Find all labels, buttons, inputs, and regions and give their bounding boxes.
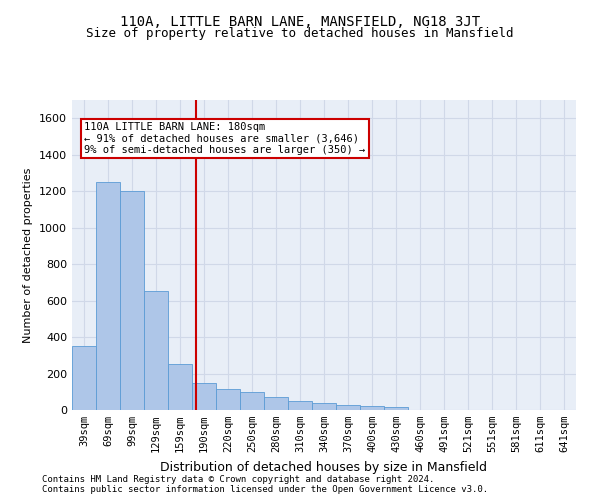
Text: 110A LITTLE BARN LANE: 180sqm
← 91% of detached houses are smaller (3,646)
9% of: 110A LITTLE BARN LANE: 180sqm ← 91% of d… <box>85 122 366 155</box>
Bar <box>192 382 216 410</box>
Bar <box>120 191 144 410</box>
Text: Contains public sector information licensed under the Open Government Licence v3: Contains public sector information licen… <box>42 485 488 494</box>
Bar <box>144 292 168 410</box>
Bar <box>360 406 384 410</box>
Bar <box>312 403 336 410</box>
Bar <box>168 364 192 410</box>
Bar <box>72 346 96 410</box>
Bar <box>288 401 312 410</box>
Bar <box>216 389 240 410</box>
Bar <box>336 405 360 410</box>
Text: 110A, LITTLE BARN LANE, MANSFIELD, NG18 3JT: 110A, LITTLE BARN LANE, MANSFIELD, NG18 … <box>120 15 480 29</box>
Bar <box>240 392 264 410</box>
Bar <box>264 397 288 410</box>
Text: Contains HM Land Registry data © Crown copyright and database right 2024.: Contains HM Land Registry data © Crown c… <box>42 475 434 484</box>
Bar <box>384 407 408 410</box>
Bar <box>96 182 120 410</box>
Text: Size of property relative to detached houses in Mansfield: Size of property relative to detached ho… <box>86 28 514 40</box>
Y-axis label: Number of detached properties: Number of detached properties <box>23 168 34 342</box>
X-axis label: Distribution of detached houses by size in Mansfield: Distribution of detached houses by size … <box>161 460 487 473</box>
